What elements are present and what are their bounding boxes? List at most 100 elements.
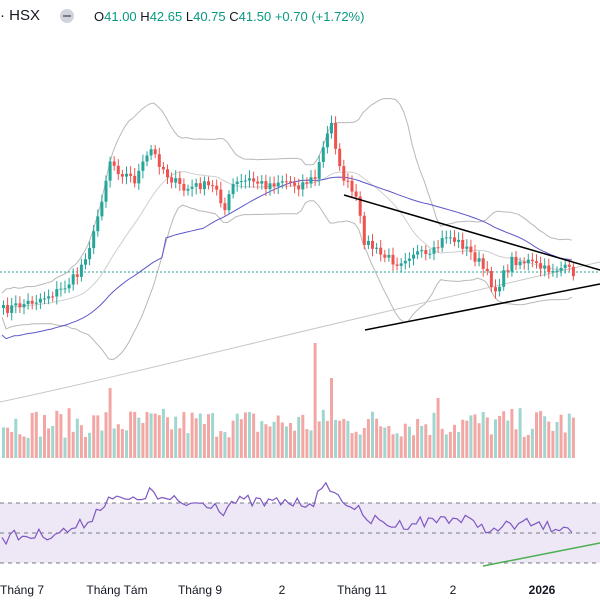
- volume-bar: [358, 434, 362, 458]
- candle-body: [174, 178, 178, 183]
- candle-body: [432, 247, 436, 254]
- volume-bar: [440, 428, 444, 458]
- candle-body: [366, 240, 370, 245]
- candle-body: [297, 185, 301, 190]
- candle-body: [219, 189, 223, 204]
- volume-bar: [22, 436, 26, 458]
- candle-body: [338, 148, 342, 167]
- candle-body: [264, 181, 268, 190]
- volume-bar: [38, 436, 42, 458]
- volume-bar: [321, 409, 325, 458]
- volume-bar: [174, 416, 178, 458]
- volume-bar: [2, 427, 5, 458]
- volume-bar: [104, 412, 108, 458]
- low-value: 40.75: [193, 9, 226, 24]
- x-tick-label: Tháng 9: [178, 583, 222, 597]
- volume-bar: [395, 433, 399, 458]
- candle-body: [88, 248, 92, 260]
- volume-bar: [186, 433, 190, 458]
- volume-bar: [375, 418, 379, 458]
- candle-body: [506, 270, 510, 272]
- candle-body: [67, 284, 71, 289]
- ma-line: [1, 176, 572, 340]
- candle-body: [51, 296, 55, 298]
- candle-body: [334, 122, 338, 149]
- candle-body: [530, 259, 534, 262]
- candle-body: [243, 180, 247, 182]
- x-tick-label: Tháng Tám: [86, 583, 147, 597]
- volume-bar: [526, 434, 530, 458]
- volume-bar: [448, 431, 452, 458]
- candle-body: [391, 254, 395, 265]
- volume-bar: [567, 413, 571, 458]
- volume-bar: [112, 428, 116, 458]
- low-label: L: [185, 9, 194, 24]
- volume-bar: [276, 415, 280, 458]
- candle-body: [43, 298, 46, 300]
- x-tick-label: Tháng 11: [337, 583, 387, 597]
- volume-bar: [88, 432, 92, 458]
- volume-bar: [371, 411, 374, 458]
- candle-body: [149, 149, 153, 156]
- volume-bar: [362, 427, 366, 458]
- candle-body: [6, 305, 10, 313]
- symbol-label[interactable]: · HSX: [0, 7, 41, 24]
- volume-bar: [309, 430, 313, 458]
- volume-bar: [485, 417, 489, 458]
- volume-bar: [153, 413, 157, 458]
- candle-body: [14, 303, 18, 306]
- candle-body: [186, 188, 190, 191]
- volume-bar: [313, 343, 317, 458]
- volume-bar: [518, 408, 522, 458]
- candle-body: [141, 161, 145, 171]
- rsi-line: [1, 481, 573, 546]
- volume-bar: [161, 408, 165, 458]
- candle-body: [539, 263, 543, 269]
- volume-bar: [215, 436, 219, 458]
- candle-body: [26, 300, 30, 305]
- open-value: 41.00: [104, 9, 137, 24]
- candle-body: [289, 181, 292, 183]
- volume-bar: [387, 426, 391, 458]
- candle-body: [84, 259, 87, 265]
- volume-bar: [535, 412, 538, 458]
- candle-body: [571, 266, 575, 277]
- volume-bar: [170, 429, 174, 458]
- volume-bar: [260, 421, 264, 458]
- candle-body: [75, 274, 79, 277]
- candle-body: [170, 177, 174, 183]
- candle-body: [510, 256, 514, 272]
- volume-bar: [67, 408, 71, 458]
- lower-band-line: [1, 200, 573, 361]
- minus-icon[interactable]: [60, 9, 74, 23]
- volume-bar: [428, 435, 432, 458]
- candle-body: [518, 261, 522, 266]
- volume-bar: [305, 429, 309, 458]
- volume-bar: [473, 414, 477, 458]
- volume-bar: [47, 428, 51, 458]
- candle-body: [379, 247, 383, 255]
- candle-body: [38, 298, 42, 303]
- volume-bar: [301, 414, 305, 458]
- candle-body: [453, 237, 456, 242]
- volume-bar: [453, 424, 456, 458]
- candle-body: [157, 154, 161, 167]
- high-value: 42.65: [149, 9, 183, 24]
- candle-body: [190, 186, 194, 189]
- candle-body: [161, 166, 165, 170]
- candle-body: [55, 289, 59, 297]
- open-label: O: [94, 9, 105, 24]
- candle-body: [555, 270, 559, 272]
- volume-bar: [559, 414, 563, 458]
- volume-bar: [334, 419, 338, 458]
- volume-bar: [498, 415, 502, 458]
- candle-body: [375, 247, 379, 249]
- candle-body: [469, 246, 473, 253]
- candles: [2, 115, 575, 321]
- volume-bar: [157, 415, 161, 458]
- volume-bar: [338, 420, 342, 458]
- candle-body: [276, 182, 280, 187]
- volume-bar: [403, 423, 407, 458]
- x-tick-label: 2: [279, 583, 286, 597]
